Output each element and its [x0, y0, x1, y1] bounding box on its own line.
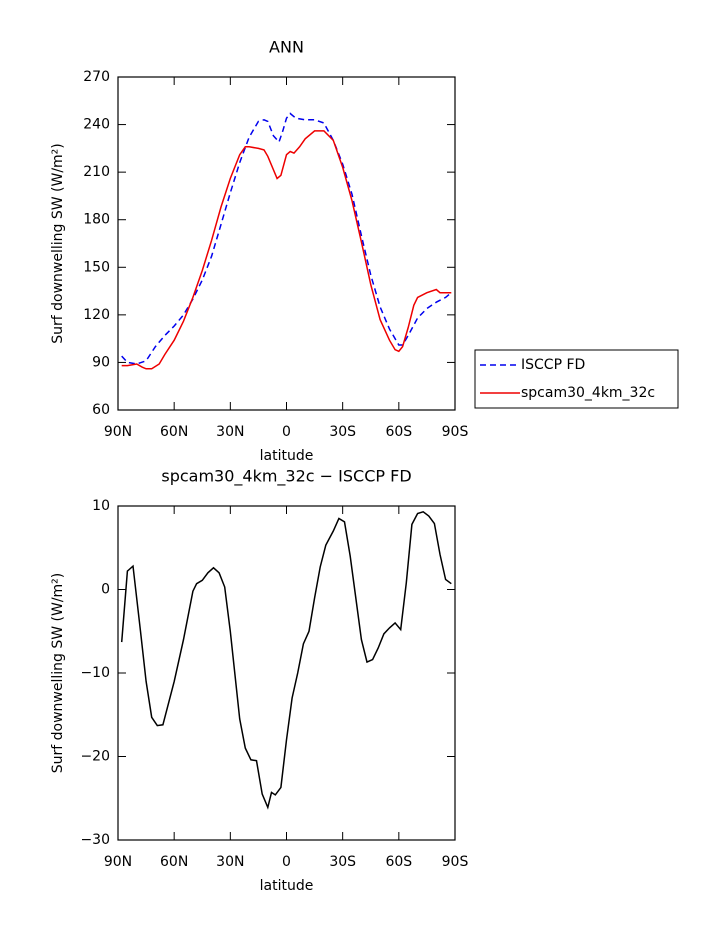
x-tick-label: 30N: [216, 424, 244, 440]
x-tick-label: 90S: [442, 854, 469, 870]
y-tick-label: 210: [83, 164, 110, 180]
x-tick-label: 60N: [160, 854, 188, 870]
x-tick-label: 90S: [442, 424, 469, 440]
y-tick-label: 120: [83, 307, 110, 323]
y-tick-label: 0: [101, 582, 110, 598]
x-tick-label: 90N: [104, 424, 132, 440]
legend-label: spcam30_4km_32c: [521, 385, 655, 401]
y-tick-label: −20: [80, 749, 110, 765]
x-tick-label: 0: [282, 854, 291, 870]
y-tick-label: 270: [83, 69, 110, 85]
legend-label: ISCCP FD: [521, 357, 585, 373]
y-tick-label: 180: [83, 212, 110, 228]
chart-title: ANN: [269, 38, 304, 57]
y-tick-label: 150: [83, 259, 110, 275]
x-tick-label: 30S: [329, 424, 356, 440]
series-line: [120, 510, 452, 810]
x-tick-label: 60S: [385, 854, 412, 870]
y-tick-label: 240: [83, 117, 110, 133]
series-line: [121, 112, 452, 365]
y-tick-label: 60: [92, 402, 110, 418]
x-axis-label: latitude: [260, 448, 314, 464]
chart-title: spcam30_4km_32c − ISCCP FD: [161, 467, 411, 487]
x-tick-label: 0: [282, 424, 291, 440]
y-tick-label: −30: [80, 832, 110, 848]
x-tick-label: 60S: [385, 424, 412, 440]
x-tick-label: 30S: [329, 854, 356, 870]
x-tick-label: 60N: [160, 424, 188, 440]
y-axis-label: Surf downwelling SW (W/m²): [50, 573, 66, 774]
x-tick-label: 90N: [104, 854, 132, 870]
y-tick-label: 10: [92, 498, 110, 514]
plot-frame: [117, 505, 456, 841]
y-tick-label: 90: [92, 354, 110, 370]
x-tick-label: 30N: [216, 854, 244, 870]
x-axis-label: latitude: [260, 878, 314, 894]
plot-frame: [117, 76, 456, 411]
legend-box: [474, 349, 679, 409]
y-tick-label: −10: [80, 665, 110, 681]
series-line: [121, 130, 452, 370]
y-axis-label: Surf downwelling SW (W/m²): [50, 143, 66, 344]
